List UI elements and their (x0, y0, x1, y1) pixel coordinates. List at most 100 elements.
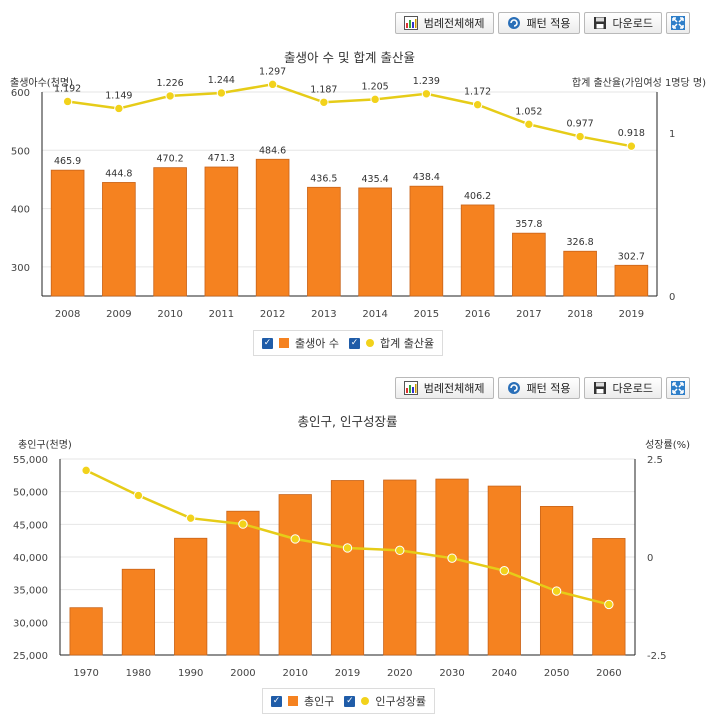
checkbox-checked-icon[interactable]: ✓ (262, 337, 273, 349)
bar (50, 169, 85, 297)
x-tick-label: 2030 (439, 668, 464, 679)
line-point (319, 97, 329, 107)
bar (307, 186, 341, 297)
pattern-apply-button[interactable]: 패턴 적용 (497, 377, 580, 399)
left-tick-label: 500 (11, 146, 30, 157)
line-data-label: 1.187 (310, 84, 337, 95)
line-point-swatch-icon (361, 697, 370, 705)
line-point (395, 545, 405, 556)
x-tick-label: 2012 (260, 309, 285, 320)
x-tick-label: 2016 (465, 309, 490, 320)
checkbox-checked-icon[interactable]: ✓ (271, 695, 282, 707)
chart-panel-population: 범례전체해제 패턴 적용 다운로드 총인구, 인구성장률 총인구(천명) 성장률(%… (0, 370, 720, 714)
chart-legend: ✓ 출생아 수 ✓ 합계 출산율 (253, 330, 444, 356)
chart-legend: ✓ 총인구 ✓ 인구성장률 (262, 688, 435, 714)
bar (512, 232, 546, 297)
bar-data-label: 326.8 (567, 237, 594, 248)
pattern-swirl-icon (507, 381, 521, 395)
line-data-label: 1.192 (54, 83, 81, 94)
line-point (185, 513, 196, 523)
line-point (62, 96, 73, 107)
bar (330, 480, 365, 656)
left-tick-label: 30,000 (13, 618, 48, 629)
download-button[interactable]: 다운로드 (583, 377, 662, 399)
legend-toggle-all-label: 범례전체해제 (423, 17, 485, 30)
left-tick-label: 600 (11, 88, 30, 99)
pattern-apply-button[interactable]: 패턴 적용 (497, 12, 580, 34)
left-axis-title: 총인구(천명) (18, 439, 72, 451)
series-line (67, 83, 632, 148)
bar (226, 510, 260, 656)
x-tick-label: 2050 (544, 668, 569, 679)
line-point (447, 553, 457, 563)
right-tick-label: 1 (669, 129, 675, 140)
bar (102, 182, 136, 297)
legend-item-growth[interactable]: ✓ 인구성장률 (344, 693, 426, 709)
checkbox-checked-icon[interactable]: ✓ (348, 337, 360, 349)
line-data-label: 0.918 (618, 128, 645, 139)
legend-item-population[interactable]: ✓ 총인구 (271, 693, 334, 709)
left-tick-label: 45,000 (13, 520, 48, 531)
line-point (575, 131, 585, 142)
bar (563, 250, 597, 297)
x-tick-label: 2019 (335, 668, 360, 679)
line-data-label: 1.239 (413, 76, 440, 87)
checkbox-checked-icon[interactable]: ✓ (344, 695, 356, 707)
x-tick-label: 2017 (516, 309, 541, 320)
bar-data-label: 406.2 (464, 191, 491, 202)
legend-toggle-all-button[interactable]: 범례전체해제 (394, 377, 494, 399)
left-tick-label: 50,000 (13, 488, 48, 499)
right-tick-label: 0 (669, 292, 675, 303)
x-tick-label: 2020 (387, 668, 412, 679)
line-point (524, 119, 534, 130)
x-tick-label: 2010 (157, 309, 182, 320)
line-data-label: 1.205 (362, 81, 389, 92)
x-tick-label: 2000 (230, 668, 255, 679)
right-tick-label: -2.5 (647, 651, 667, 662)
bar-data-label: 438.4 (413, 172, 440, 183)
line-point (290, 534, 300, 544)
bar-data-label: 435.4 (362, 174, 389, 185)
left-tick-label: 40,000 (13, 553, 48, 564)
legend-label-births: 출생아 수 (295, 337, 339, 350)
bar (487, 485, 521, 656)
legend-toggle-all-label: 범례전체해제 (423, 382, 485, 395)
left-tick-label: 300 (11, 263, 30, 274)
line-point-swatch-icon (365, 339, 374, 347)
fullscreen-button[interactable] (666, 12, 690, 34)
x-tick-label: 1980 (126, 668, 151, 679)
bar (255, 158, 290, 297)
download-label: 다운로드 (612, 382, 653, 395)
legend-toggle-all-button[interactable]: 범례전체해제 (394, 12, 494, 34)
bar-data-label: 465.9 (54, 156, 81, 167)
bar (592, 538, 626, 656)
legend-item-fertility[interactable]: ✓ 합계 출산율 (348, 335, 434, 351)
bar-data-label: 484.6 (259, 145, 286, 156)
x-tick-label: 2011 (209, 309, 234, 320)
x-tick-label: 2009 (106, 309, 131, 320)
bar (69, 607, 103, 656)
left-tick-label: 55,000 (13, 455, 48, 466)
left-tick-label: 400 (11, 205, 30, 216)
pattern-apply-label: 패턴 적용 (526, 382, 571, 395)
pattern-apply-label: 패턴 적용 (526, 17, 571, 30)
legend-item-births[interactable]: ✓ 출생아 수 (262, 335, 339, 351)
bar-data-label: 302.7 (618, 251, 645, 262)
floppy-disk-icon (593, 381, 607, 395)
right-axis-title: 합계 출산율(가임여성 1명당 명) (572, 76, 706, 89)
line-point (370, 94, 380, 105)
line-data-label: 1.149 (105, 90, 132, 101)
line-data-label: 0.977 (567, 119, 594, 130)
expand-arrows-icon (671, 381, 685, 395)
x-tick-label: 1970 (73, 668, 98, 679)
x-tick-label: 2019 (619, 309, 644, 320)
left-axis-title: 출생아수(천명) (10, 77, 73, 89)
fullscreen-button[interactable] (666, 377, 690, 399)
bar (435, 478, 469, 656)
download-button[interactable]: 다운로드 (583, 12, 662, 34)
line-point (81, 465, 91, 476)
bar (358, 187, 392, 297)
bar (204, 166, 239, 297)
line-point (165, 91, 175, 101)
